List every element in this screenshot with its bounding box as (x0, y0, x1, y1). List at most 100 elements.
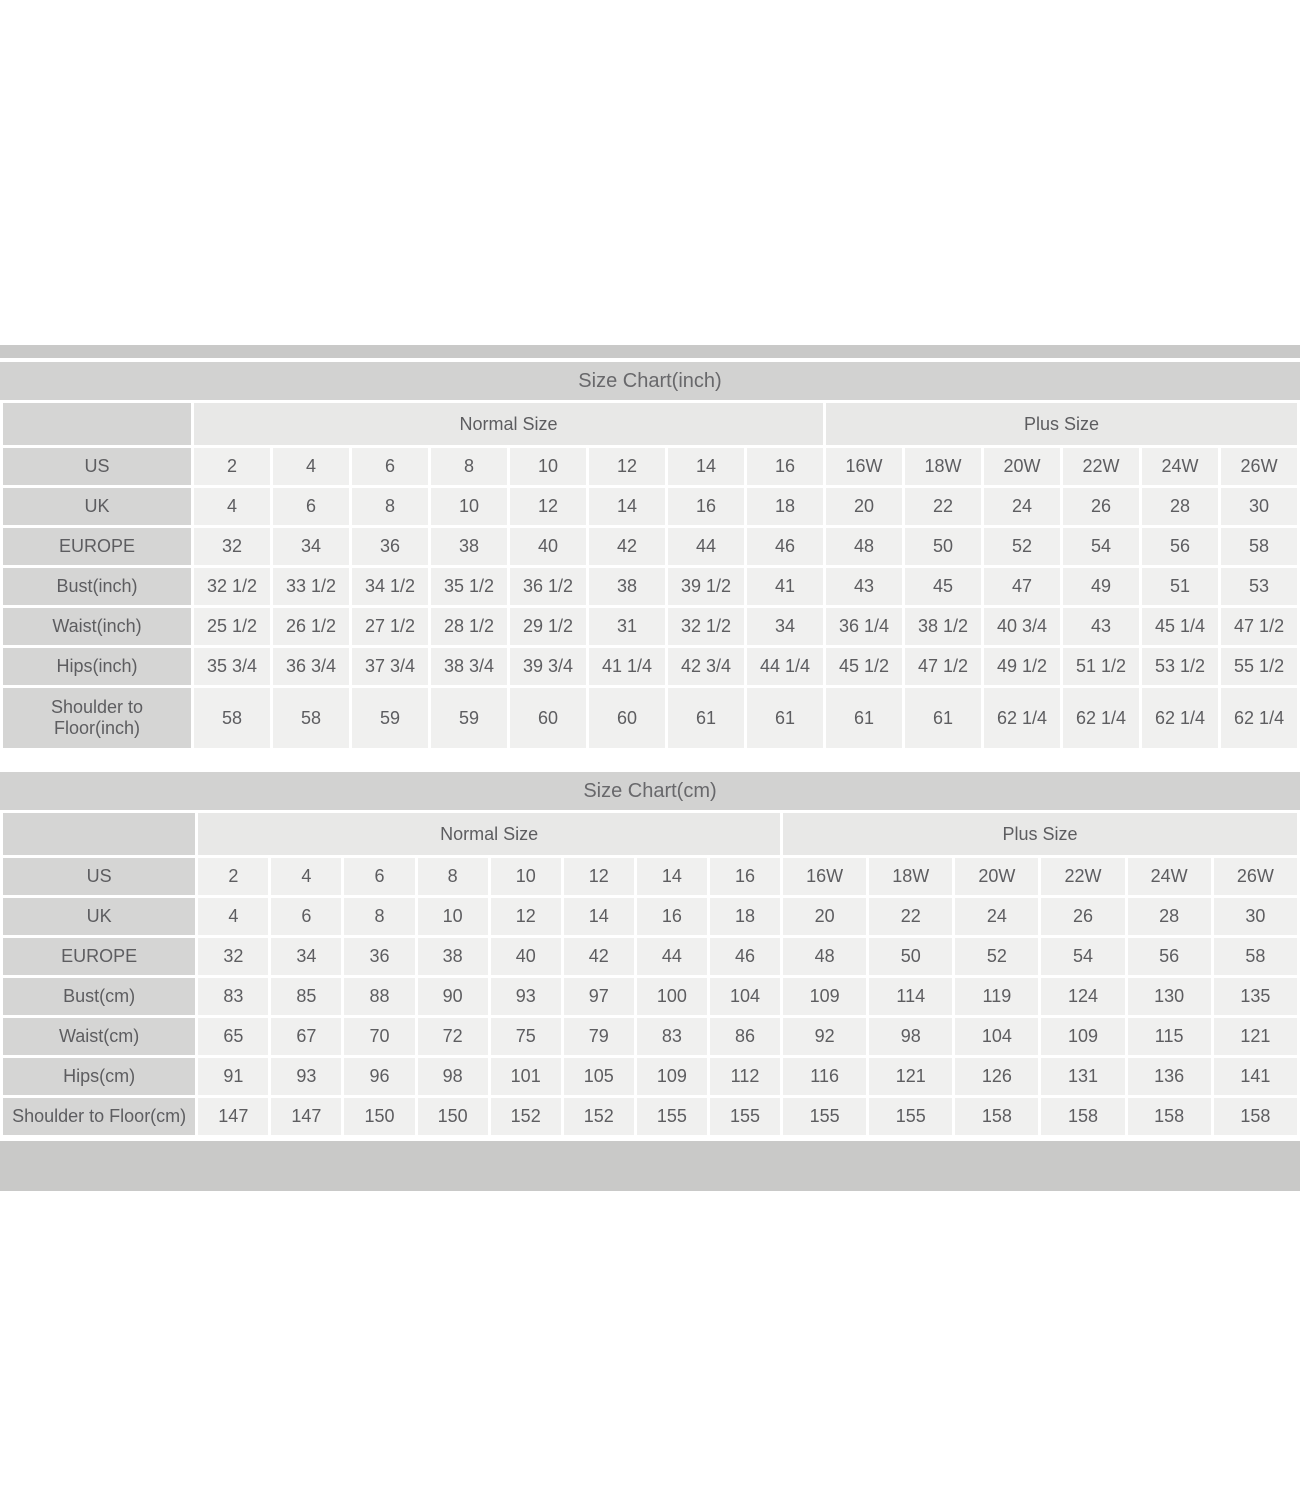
size-value-cell: 45 (905, 568, 982, 605)
size-value-cell: 40 (510, 528, 586, 565)
bottom-gray-strip (0, 1141, 1300, 1191)
size-value-cell: 49 1/2 (984, 648, 1061, 685)
size-value-cell: 147 (198, 1098, 269, 1135)
size-value-cell: 38 1/2 (905, 608, 982, 645)
size-value-cell: 20W (984, 448, 1061, 485)
table-row: EUROPE 32 34 36 38 40 42 44 46 48 50 52 54 56 58 (3, 528, 1298, 565)
row-label: Waist(cm) (3, 1018, 196, 1055)
size-value-cell: 83 (198, 978, 269, 1015)
column-group-header: Normal Size (194, 403, 824, 445)
size-value-cell: 24W (1127, 858, 1211, 895)
size-value-cell: 59 (352, 688, 428, 748)
size-value-cell: 40 3/4 (984, 608, 1061, 645)
size-value-cell: 131 (1041, 1058, 1125, 1095)
size-value-cell: 61 (747, 688, 824, 748)
size-value-cell: 16 (747, 448, 824, 485)
table-row: Shoulder to Floor(cm) 147 147 150 150 152 152 1… (3, 1098, 1297, 1135)
size-value-cell: 158 (1127, 1098, 1211, 1135)
size-value-cell: 29 1/2 (510, 608, 586, 645)
size-value-cell: 36 (352, 528, 428, 565)
table-row: Bust(inch) 32 1/2 33 1/2 34 1/2 35 1/2 36 1/2… (3, 568, 1298, 605)
size-value-cell: 22 (905, 488, 982, 525)
size-chart-cm: Size Chart(cm) Normal Size Plus Size US 2 4 6… (0, 772, 1300, 1138)
size-value-cell: 30 (1213, 898, 1297, 935)
size-value-cell: 4 (273, 448, 349, 485)
size-value-cell: 2 (194, 448, 270, 485)
size-value-cell: 152 (490, 1098, 561, 1135)
size-value-cell: 10 (490, 858, 561, 895)
size-value-cell: 112 (709, 1058, 781, 1095)
size-value-cell: 28 1/2 (431, 608, 507, 645)
table-row: Hips(inch) 35 3/4 36 3/4 37 3/4 38 3/4 39 3/4… (3, 648, 1298, 685)
table-row: UK 4 6 8 10 12 14 16 18 20 22 24 26 28 30 (3, 488, 1298, 525)
size-value-cell: 58 (1221, 528, 1298, 565)
size-value-cell: 10 (510, 448, 586, 485)
table-row: Waist(inch) 25 1/2 26 1/2 27 1/2 28 1/2 29 1/… (3, 608, 1298, 645)
size-value-cell: 150 (344, 1098, 415, 1135)
size-value-cell: 62 1/4 (1142, 688, 1219, 748)
size-value-cell: 96 (344, 1058, 415, 1095)
size-value-cell: 42 (589, 528, 665, 565)
table-row: US 2 4 6 8 10 12 14 16 16W 18W 20W 22W 24W 26W (3, 448, 1298, 485)
size-value-cell: 4 (271, 858, 342, 895)
row-label: Hips(cm) (3, 1058, 196, 1095)
table-row: UK 4 6 8 10 12 14 16 18 20 22 24 26 28 30 (3, 898, 1297, 935)
corner-cell (3, 813, 196, 855)
column-group-header: Plus Size (783, 813, 1297, 855)
size-value-cell: 72 (417, 1018, 488, 1055)
size-value-cell: 47 1/2 (905, 648, 982, 685)
size-value-cell: 20 (826, 488, 903, 525)
size-value-cell: 26 (1063, 488, 1140, 525)
size-value-cell: 51 1/2 (1063, 648, 1140, 685)
size-value-cell: 40 (490, 938, 561, 975)
size-value-cell: 4 (194, 488, 270, 525)
size-chart-inch: Size Chart(inch) Normal Size Plus Size US 2… (0, 362, 1300, 751)
size-value-cell: 44 (668, 528, 744, 565)
size-value-cell: 33 1/2 (273, 568, 349, 605)
size-value-cell: 16W (826, 448, 903, 485)
size-value-cell: 121 (1213, 1018, 1297, 1055)
size-value-cell: 58 (273, 688, 349, 748)
size-value-cell: 32 1/2 (668, 608, 744, 645)
size-value-cell: 42 (563, 938, 634, 975)
size-value-cell: 126 (955, 1058, 1039, 1095)
size-value-cell: 8 (417, 858, 488, 895)
table-row: Waist(cm) 65 67 70 72 75 79 83 86 92 98 104 109 115 12… (3, 1018, 1297, 1055)
size-value-cell: 121 (869, 1058, 953, 1095)
size-value-cell: 10 (431, 488, 507, 525)
size-value-cell: 155 (869, 1098, 953, 1135)
size-value-cell: 49 (1063, 568, 1140, 605)
size-value-cell: 36 (344, 938, 415, 975)
size-value-cell: 34 (273, 528, 349, 565)
size-value-cell: 104 (709, 978, 781, 1015)
size-value-cell: 136 (1127, 1058, 1211, 1095)
size-value-cell: 50 (905, 528, 982, 565)
size-value-cell: 56 (1142, 528, 1219, 565)
size-value-cell: 25 1/2 (194, 608, 270, 645)
size-value-cell: 70 (344, 1018, 415, 1055)
size-value-cell: 14 (589, 488, 665, 525)
size-value-cell: 12 (563, 858, 634, 895)
size-value-cell: 141 (1213, 1058, 1297, 1095)
group-header-row: Normal Size Plus Size (3, 813, 1297, 855)
size-value-cell: 65 (198, 1018, 269, 1055)
size-value-cell: 8 (344, 898, 415, 935)
size-value-cell: 41 (747, 568, 824, 605)
size-value-cell: 14 (636, 858, 707, 895)
size-value-cell: 52 (984, 528, 1061, 565)
size-value-cell: 97 (563, 978, 634, 1015)
size-value-cell: 92 (783, 1018, 867, 1055)
size-value-cell: 58 (194, 688, 270, 748)
size-value-cell: 53 (1221, 568, 1298, 605)
size-value-cell: 26W (1221, 448, 1298, 485)
row-label: Waist(inch) (3, 608, 191, 645)
size-value-cell: 75 (490, 1018, 561, 1055)
size-value-cell: 109 (636, 1058, 707, 1095)
size-value-cell: 50 (869, 938, 953, 975)
row-label: Shoulder to Floor(cm) (3, 1098, 196, 1135)
column-group-header: Normal Size (198, 813, 781, 855)
size-value-cell: 60 (589, 688, 665, 748)
size-value-cell: 34 (747, 608, 824, 645)
size-value-cell: 36 1/4 (826, 608, 903, 645)
size-value-cell: 93 (271, 1058, 342, 1095)
